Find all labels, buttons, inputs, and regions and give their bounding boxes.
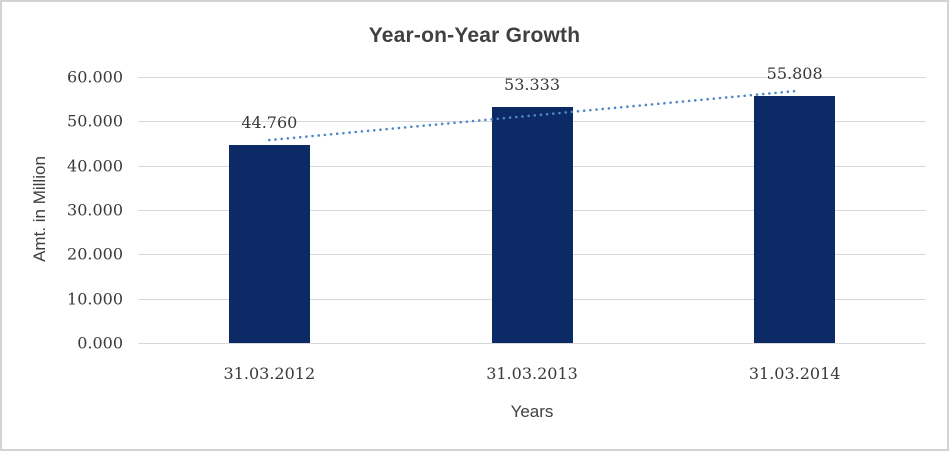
y-tick-label: 30.000 [67, 200, 123, 220]
y-tick-label: 10.000 [67, 289, 123, 309]
gridline [138, 343, 926, 344]
plot-area: 44.760 53.333 55.808 [138, 64, 926, 344]
y-tick-label: 40.000 [67, 156, 123, 176]
y-tick-label: 60.000 [67, 67, 123, 87]
y-tick-label: 50.000 [67, 111, 123, 131]
x-axis-title: Years [510, 402, 554, 421]
y-tick-label: 20.000 [67, 244, 123, 264]
bar-31.03.2014 [754, 95, 836, 343]
y-tick-label: 0.000 [77, 333, 123, 353]
data-label: 44.760 [241, 112, 298, 132]
data-label: 55.808 [766, 63, 823, 83]
data-label: 53.333 [504, 74, 560, 94]
x-tick-label: 31.03.2013 [486, 364, 578, 383]
gridline [138, 77, 926, 78]
chart-title: Year-on-Year Growth [368, 24, 581, 47]
x-tick-label: 31.03.2012 [223, 364, 316, 383]
bar-31.03.2013 [491, 106, 573, 343]
bar-31.03.2012 [228, 144, 310, 343]
x-tick-label: 31.03.2014 [748, 364, 841, 383]
